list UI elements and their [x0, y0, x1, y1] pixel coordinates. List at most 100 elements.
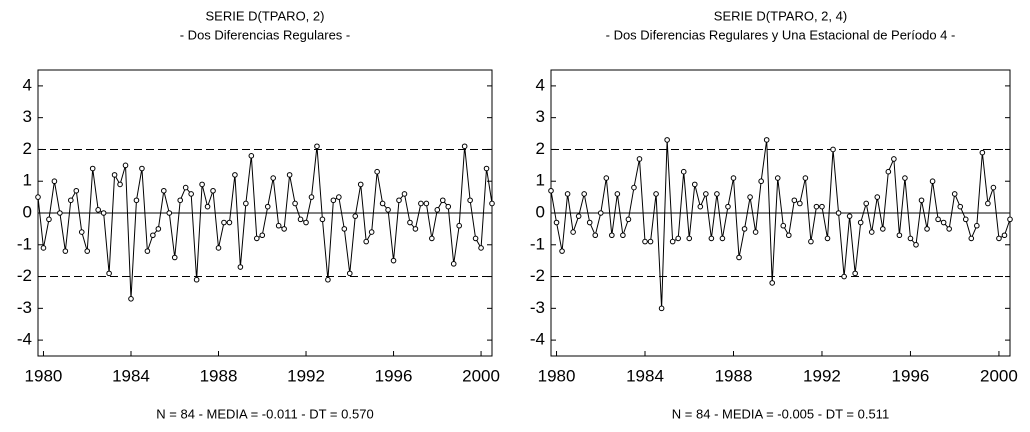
point: [106, 270, 112, 277]
point: [379, 200, 386, 207]
point: [725, 203, 731, 210]
point: [896, 232, 903, 239]
point: [352, 213, 359, 219]
series-line: [550, 139, 1011, 309]
point: [736, 254, 742, 261]
point: [918, 197, 925, 204]
point: [264, 203, 271, 210]
point: [46, 216, 52, 223]
y-tick-label: 2: [23, 139, 32, 158]
point: [51, 178, 58, 185]
point: [193, 276, 200, 283]
point: [968, 235, 975, 242]
point: [182, 184, 189, 191]
point: [445, 203, 452, 210]
point: [390, 257, 397, 264]
y-tick-label: 2: [536, 139, 545, 158]
point: [625, 216, 632, 223]
point: [691, 181, 698, 188]
point: [758, 178, 764, 185]
point: [924, 226, 930, 232]
point: [763, 137, 770, 143]
point: [396, 197, 402, 204]
point: [846, 213, 853, 219]
point: [548, 187, 554, 194]
point: [631, 184, 637, 191]
point: [292, 200, 298, 207]
point: [423, 200, 430, 207]
point: [592, 232, 599, 239]
point: [752, 229, 759, 235]
point: [891, 156, 897, 162]
point: [325, 276, 331, 283]
point: [226, 219, 233, 226]
point: [974, 222, 980, 229]
point: [620, 232, 626, 239]
point: [144, 248, 151, 254]
point: [614, 191, 621, 197]
point: [418, 200, 424, 207]
point: [769, 280, 776, 286]
point: [434, 207, 441, 213]
x-tick-label: 1980: [538, 366, 576, 385]
chart-subtitle: - Dos Diferencias Regulares -: [180, 27, 351, 42]
point: [697, 203, 704, 210]
point: [122, 162, 129, 169]
point: [675, 235, 681, 242]
point: [221, 219, 227, 226]
series-line: [37, 146, 493, 299]
point: [935, 216, 941, 223]
point: [819, 203, 825, 210]
point: [570, 229, 576, 235]
point: [913, 241, 919, 248]
point: [357, 181, 364, 188]
point: [680, 168, 687, 175]
point: [215, 245, 222, 251]
point: [564, 191, 571, 197]
chart-subtitle: - Dos Diferencias Regulares y Una Estaci…: [606, 27, 956, 42]
point: [719, 235, 726, 242]
point: [841, 273, 847, 280]
point: [902, 175, 908, 181]
point: [111, 172, 118, 178]
x-tick-label: 1992: [287, 366, 325, 385]
point: [341, 226, 348, 232]
point: [346, 270, 353, 277]
y-tick-label: 0: [536, 202, 545, 221]
y-tick-label: -1: [530, 234, 545, 253]
y-tick-label: 0: [23, 202, 32, 221]
point: [962, 216, 969, 223]
point: [603, 175, 610, 181]
point: [553, 219, 560, 226]
point: [636, 156, 643, 162]
point: [686, 235, 693, 242]
point: [489, 200, 495, 207]
point: [84, 248, 91, 254]
x-tick-label: 1996: [375, 366, 413, 385]
point: [714, 191, 720, 197]
point: [946, 226, 952, 232]
point: [374, 168, 380, 175]
point: [907, 235, 914, 242]
point: [461, 143, 468, 150]
point: [133, 197, 140, 204]
point: [456, 222, 462, 229]
point: [319, 216, 326, 223]
point: [478, 245, 484, 251]
point: [747, 194, 753, 200]
y-tick-label: 4: [536, 75, 545, 94]
point: [642, 238, 648, 245]
point: [559, 248, 565, 254]
point: [957, 203, 964, 210]
point: [951, 191, 958, 197]
point: [336, 194, 342, 200]
point: [857, 219, 864, 226]
point: [990, 184, 997, 191]
point: [385, 207, 391, 213]
point: [248, 153, 255, 159]
x-tick-label: 1984: [112, 366, 150, 385]
point: [664, 137, 670, 143]
point: [297, 216, 304, 223]
x-tick-label: 2000: [980, 366, 1018, 385]
